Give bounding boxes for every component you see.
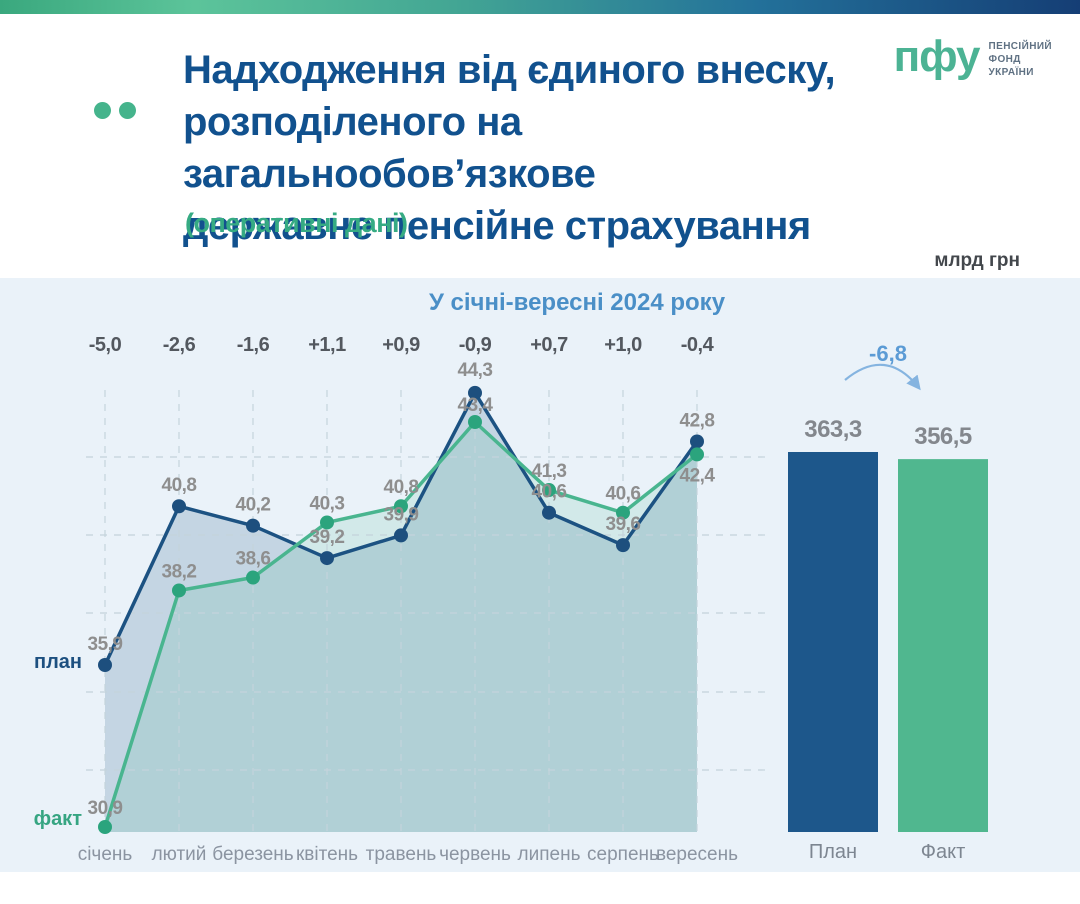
series-legend: план факт (34, 651, 83, 830)
total-bar-План (788, 452, 878, 832)
totals-difference-label: -6,8 (869, 341, 907, 366)
data-point-план (616, 538, 630, 553)
data-point-план (468, 385, 482, 400)
data-point-план (246, 518, 260, 533)
page-title-line1: Надходження від єдиного внеску, (183, 48, 836, 92)
value-label-plan: 42,8 (680, 410, 715, 431)
total-bar-Факт (898, 459, 988, 832)
chart-area: У січні-вересні 2024 року -5,0 -2,6 -1,6 +1… (0, 278, 1080, 872)
legend-fact-label: факт (34, 808, 83, 830)
top-gradient-strip (0, 0, 1080, 14)
page-subtitle: (оперативні дані) (185, 208, 408, 238)
title-bullet-dots (94, 102, 136, 119)
data-point-план (320, 551, 334, 566)
series-points (98, 385, 704, 834)
value-label-fact: 43,4 (458, 395, 494, 416)
data-point-факт (394, 499, 408, 514)
x-axis-label: серпень (587, 844, 659, 865)
chart-title-group: У січні-вересні 2024 року (429, 289, 726, 316)
data-point-план (394, 528, 408, 543)
total-value-Факт: 356,5 (914, 423, 972, 450)
value-label-fact: 40,6 (606, 484, 641, 505)
difference-label: +1,0 (604, 334, 642, 356)
total-bar-label: Факт (921, 841, 965, 863)
green-dot-icon (119, 102, 136, 119)
page-title-line3: державне пенсійне страхування (183, 204, 811, 248)
data-point-факт (616, 505, 630, 520)
x-axis-label: червень (439, 844, 511, 865)
difference-label: +1,1 (308, 334, 346, 356)
chart-svg: У січні-вересні 2024 року -5,0 -2,6 -1,6 +1… (34, 289, 988, 865)
gridlines (86, 390, 772, 832)
data-point-факт (542, 483, 556, 498)
x-axis-label: березень (212, 844, 294, 865)
legend-plan-label: план (34, 651, 82, 673)
pfu-logo-abbr: пфу (893, 32, 981, 81)
value-label-plan: 40,6 (532, 482, 567, 503)
x-axis-labels: січень лютий березень квітень травень червень… (78, 844, 738, 865)
data-point-план (172, 499, 186, 514)
data-point-план (690, 434, 704, 449)
value-label-fact: 42,4 (680, 465, 716, 486)
difference-label: -0,9 (459, 334, 492, 356)
green-dot-icon (94, 102, 111, 119)
value-label-fact: 41,3 (532, 461, 567, 482)
value-label-fact: 40,3 (310, 493, 345, 514)
unit-label: млрд грн (934, 250, 1020, 271)
data-point-план (98, 658, 112, 672)
page-title-line2: розподіленого на загальнообов’язкове (183, 100, 596, 196)
value-label-fact: 38,6 (236, 549, 271, 570)
value-labels: 35,9 40,8 40,2 39,2 39,9 44,3 40,6 39,6 42,8 30,9… (88, 360, 716, 819)
totals-bars: 363,3 План 356,5 Факт -6,8 (788, 341, 988, 863)
x-axis-label: січень (78, 844, 133, 865)
value-label-plan: 39,9 (384, 504, 419, 525)
total-bar-label: План (809, 841, 857, 863)
difference-row: -5,0 -2,6 -1,6 +1,1 +0,9 -0,9 +0,7 +1,0 -0,4 (89, 334, 715, 356)
total-value-План: 363,3 (804, 416, 862, 443)
x-axis-label: квітень (296, 844, 358, 865)
pfu-logo-name: ПЕНСІЙНИЙ ФОНД УКРАЇНИ (988, 41, 1052, 78)
x-axis-label: травень (366, 844, 437, 865)
chart-title: У січні-вересні 2024 року (429, 289, 726, 316)
difference-label: -0,4 (681, 334, 715, 356)
data-point-факт (690, 447, 704, 462)
value-label-plan: 39,2 (310, 527, 345, 548)
data-point-факт (320, 515, 334, 530)
difference-label: -1,6 (237, 334, 270, 356)
difference-label: -2,6 (163, 334, 196, 356)
data-point-факт (246, 570, 260, 585)
value-label-plan: 44,3 (458, 360, 493, 381)
value-label-fact: 40,8 (384, 477, 419, 498)
x-axis-label: лютий (152, 844, 207, 865)
value-label-plan: 39,6 (606, 514, 641, 535)
data-point-план (542, 505, 556, 520)
value-label-fact: 30,9 (88, 798, 123, 819)
difference-label: +0,9 (382, 334, 420, 356)
difference-label: -5,0 (89, 334, 122, 356)
value-label-plan: 35,9 (88, 634, 123, 655)
data-point-факт (98, 820, 112, 834)
difference-arrow-icon (844, 363, 921, 391)
value-label-plan: 40,8 (162, 475, 197, 496)
x-axis-label: вересень (656, 844, 738, 865)
data-point-факт (468, 415, 482, 429)
pfu-logo: пфу ПЕНСІЙНИЙ ФОНД УКРАЇНИ (893, 32, 1052, 81)
page-title: Надходження від єдиного внеску, розподіл… (183, 44, 923, 252)
data-point-факт (172, 583, 186, 598)
difference-label: +0,7 (530, 334, 568, 356)
x-axis-label: липень (518, 844, 581, 865)
value-label-plan: 40,2 (236, 495, 271, 516)
value-label-fact: 38,2 (162, 561, 197, 582)
